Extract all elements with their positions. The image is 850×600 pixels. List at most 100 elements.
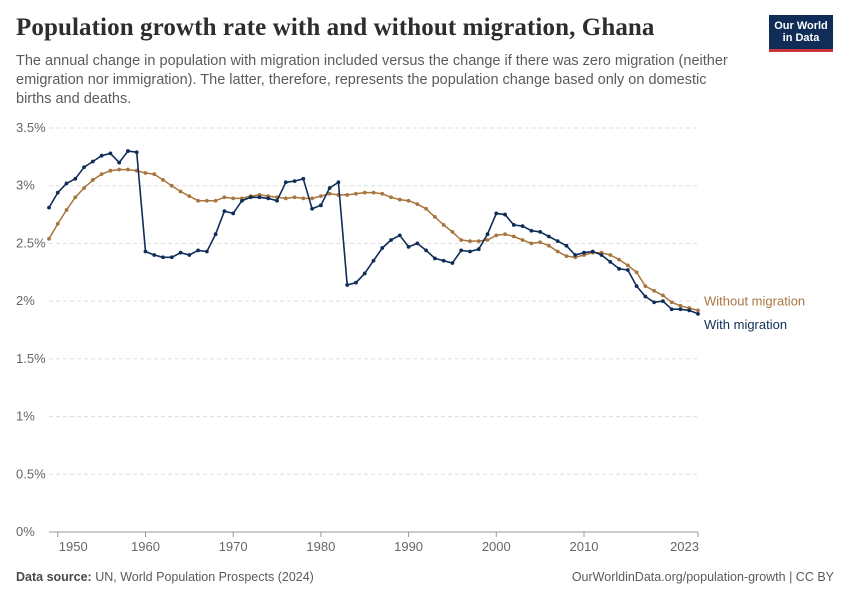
with-migration-point	[573, 253, 578, 257]
x-tick-label: 1990	[394, 539, 423, 554]
without-migration-point	[696, 308, 700, 313]
logo-line-1: Our World	[774, 20, 828, 32]
with-migration-point	[625, 268, 630, 272]
with-migration-point	[283, 180, 288, 185]
without-migration-point	[187, 194, 192, 199]
with-migration-point	[406, 244, 411, 249]
without-migration-point	[494, 233, 499, 238]
legend-label-with-migration: With migration	[704, 317, 787, 332]
without-migration-point	[547, 243, 551, 248]
with-migration-point	[152, 253, 157, 257]
with-migration-point	[555, 239, 560, 244]
with-migration-line	[48, 150, 699, 315]
with-migration-point	[634, 284, 639, 289]
chart-subtitle: The annual change in population with mig…	[16, 53, 728, 107]
without-migration-point	[126, 167, 130, 172]
without-migration-point	[82, 186, 86, 190]
without-migration-point	[196, 198, 200, 203]
with-migration-point	[529, 228, 534, 233]
x-tick-label: 2010	[570, 539, 599, 554]
without-migration-point	[450, 229, 455, 234]
with-migration-point	[590, 249, 595, 254]
without-migration-point	[459, 238, 464, 242]
without-migration-point	[380, 191, 385, 196]
without-migration-point	[669, 300, 674, 305]
without-migration-point	[292, 195, 297, 200]
without-migration-point	[178, 189, 183, 194]
with-migration-point	[117, 160, 122, 165]
with-migration-point	[459, 248, 464, 253]
with-migration-point	[468, 249, 472, 254]
with-migration-point	[47, 205, 51, 210]
without-migration-point	[310, 196, 315, 201]
with-migration-point	[494, 211, 499, 216]
with-migration-point	[257, 195, 262, 200]
without-migration-point	[520, 238, 525, 242]
with-migration-point	[178, 250, 183, 255]
with-migration-point	[99, 153, 104, 158]
without-migration-point	[64, 208, 69, 212]
with-migration-point	[204, 249, 209, 254]
without-migration-point	[529, 241, 534, 246]
grid-lines	[49, 127, 698, 475]
chart-title: Population growth rate with and without …	[16, 14, 655, 41]
without-migration-point	[503, 232, 507, 237]
without-migration-point	[415, 202, 420, 207]
without-migration-point	[47, 236, 51, 241]
with-migration-point	[617, 266, 621, 271]
without-migration-point	[55, 221, 60, 226]
source-url-link[interactable]: OurWorldinData.org/population-growth | C…	[571, 570, 834, 584]
x-tick-label: 1980	[306, 539, 335, 554]
data-source-label: Data source:	[16, 570, 92, 584]
without-migration-point	[283, 196, 288, 201]
with-migration-point	[213, 232, 218, 237]
x-tick-label: 2000	[482, 539, 511, 554]
with-migration-point	[652, 300, 657, 305]
with-migration-point	[64, 181, 69, 186]
with-migration-point	[476, 247, 481, 252]
y-tick-label: 0%	[16, 524, 35, 539]
with-migration-point	[55, 190, 60, 195]
without-migration-point	[169, 183, 174, 188]
y-tick-label: 0.5%	[16, 466, 46, 481]
with-migration-point	[380, 246, 385, 250]
without-migration-point	[90, 178, 95, 182]
with-migration-point	[275, 198, 279, 203]
axes: 0% 0.5% 1% 1.5% 2% 2.5% 3% 3.5% 1950 1960 1970 1980…	[16, 120, 699, 554]
with-migration-point	[678, 307, 683, 312]
without-migration-point	[161, 178, 165, 182]
without-migration-point	[634, 270, 639, 275]
with-migration-point	[582, 250, 586, 255]
with-migration-point	[161, 255, 165, 260]
with-migration-point	[354, 280, 358, 285]
without-migration-point	[318, 194, 323, 199]
without-migration-point	[327, 191, 332, 196]
with-migration-point	[450, 261, 455, 265]
without-migration-point	[204, 198, 209, 203]
without-migration-point	[652, 288, 657, 293]
without-migration-point	[117, 167, 122, 172]
y-tick-label: 3.5%	[16, 120, 46, 135]
with-migration-point	[661, 299, 665, 304]
with-migration-point	[310, 206, 315, 211]
with-migration-point	[687, 308, 692, 313]
without-migration-point	[406, 198, 411, 203]
with-migration-point	[327, 186, 332, 190]
with-migration-point	[547, 234, 551, 239]
without-migration-point	[99, 172, 104, 177]
with-migration-point	[599, 253, 604, 257]
without-migration-point	[371, 190, 376, 195]
without-migration-point	[608, 253, 613, 257]
without-migration-point	[397, 197, 402, 202]
with-migration-point	[266, 196, 271, 201]
with-migration-point	[608, 259, 613, 264]
with-migration-point	[696, 311, 700, 316]
with-migration-point	[73, 176, 78, 181]
legend-label-without-migration: Without migration	[704, 293, 805, 308]
series-layer	[47, 149, 700, 316]
with-migration-point	[196, 248, 200, 253]
x-tick-label: 1960	[131, 539, 160, 554]
without-migration-point	[389, 195, 393, 200]
owid-logo[interactable]: Our World in Data	[769, 15, 833, 52]
with-migration-point	[397, 233, 402, 238]
